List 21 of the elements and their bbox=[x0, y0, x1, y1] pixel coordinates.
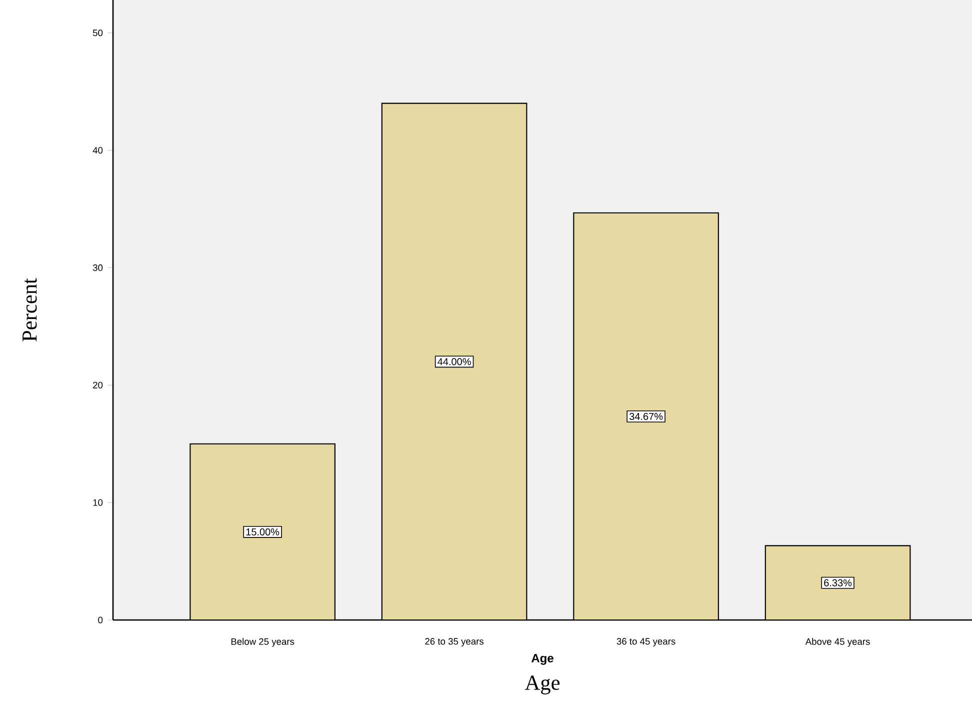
x-tick-label: Below 25 years bbox=[231, 638, 294, 647]
y-tick-label: 30 bbox=[92, 264, 103, 272]
data-label: 6.33% bbox=[824, 579, 852, 586]
y-tick-label: 0 bbox=[98, 616, 103, 624]
data-label: 44.00% bbox=[438, 358, 471, 366]
y-tick-label: 10 bbox=[93, 499, 103, 506]
text: Age bbox=[524, 676, 560, 694]
bar bbox=[381, 102, 528, 620]
x-tick-label: Above 45 years bbox=[805, 638, 870, 647]
data-label: 15.00% bbox=[246, 528, 280, 536]
x-axis-title: Age bbox=[531, 654, 554, 665]
x-tick-label: 36 to 45 years bbox=[616, 638, 676, 646]
bar bbox=[573, 212, 719, 620]
bar bbox=[190, 443, 336, 620]
x-tick-label: 26 to 35 years bbox=[425, 638, 484, 646]
data-label: 34.67% bbox=[629, 412, 663, 420]
y-tick-label: 50 bbox=[92, 30, 103, 36]
y-axis-title: Percent bbox=[22, 278, 37, 342]
y-tick-label: 20 bbox=[93, 382, 103, 388]
y-tick-label: 40 bbox=[92, 147, 103, 154]
bar bbox=[764, 545, 911, 620]
